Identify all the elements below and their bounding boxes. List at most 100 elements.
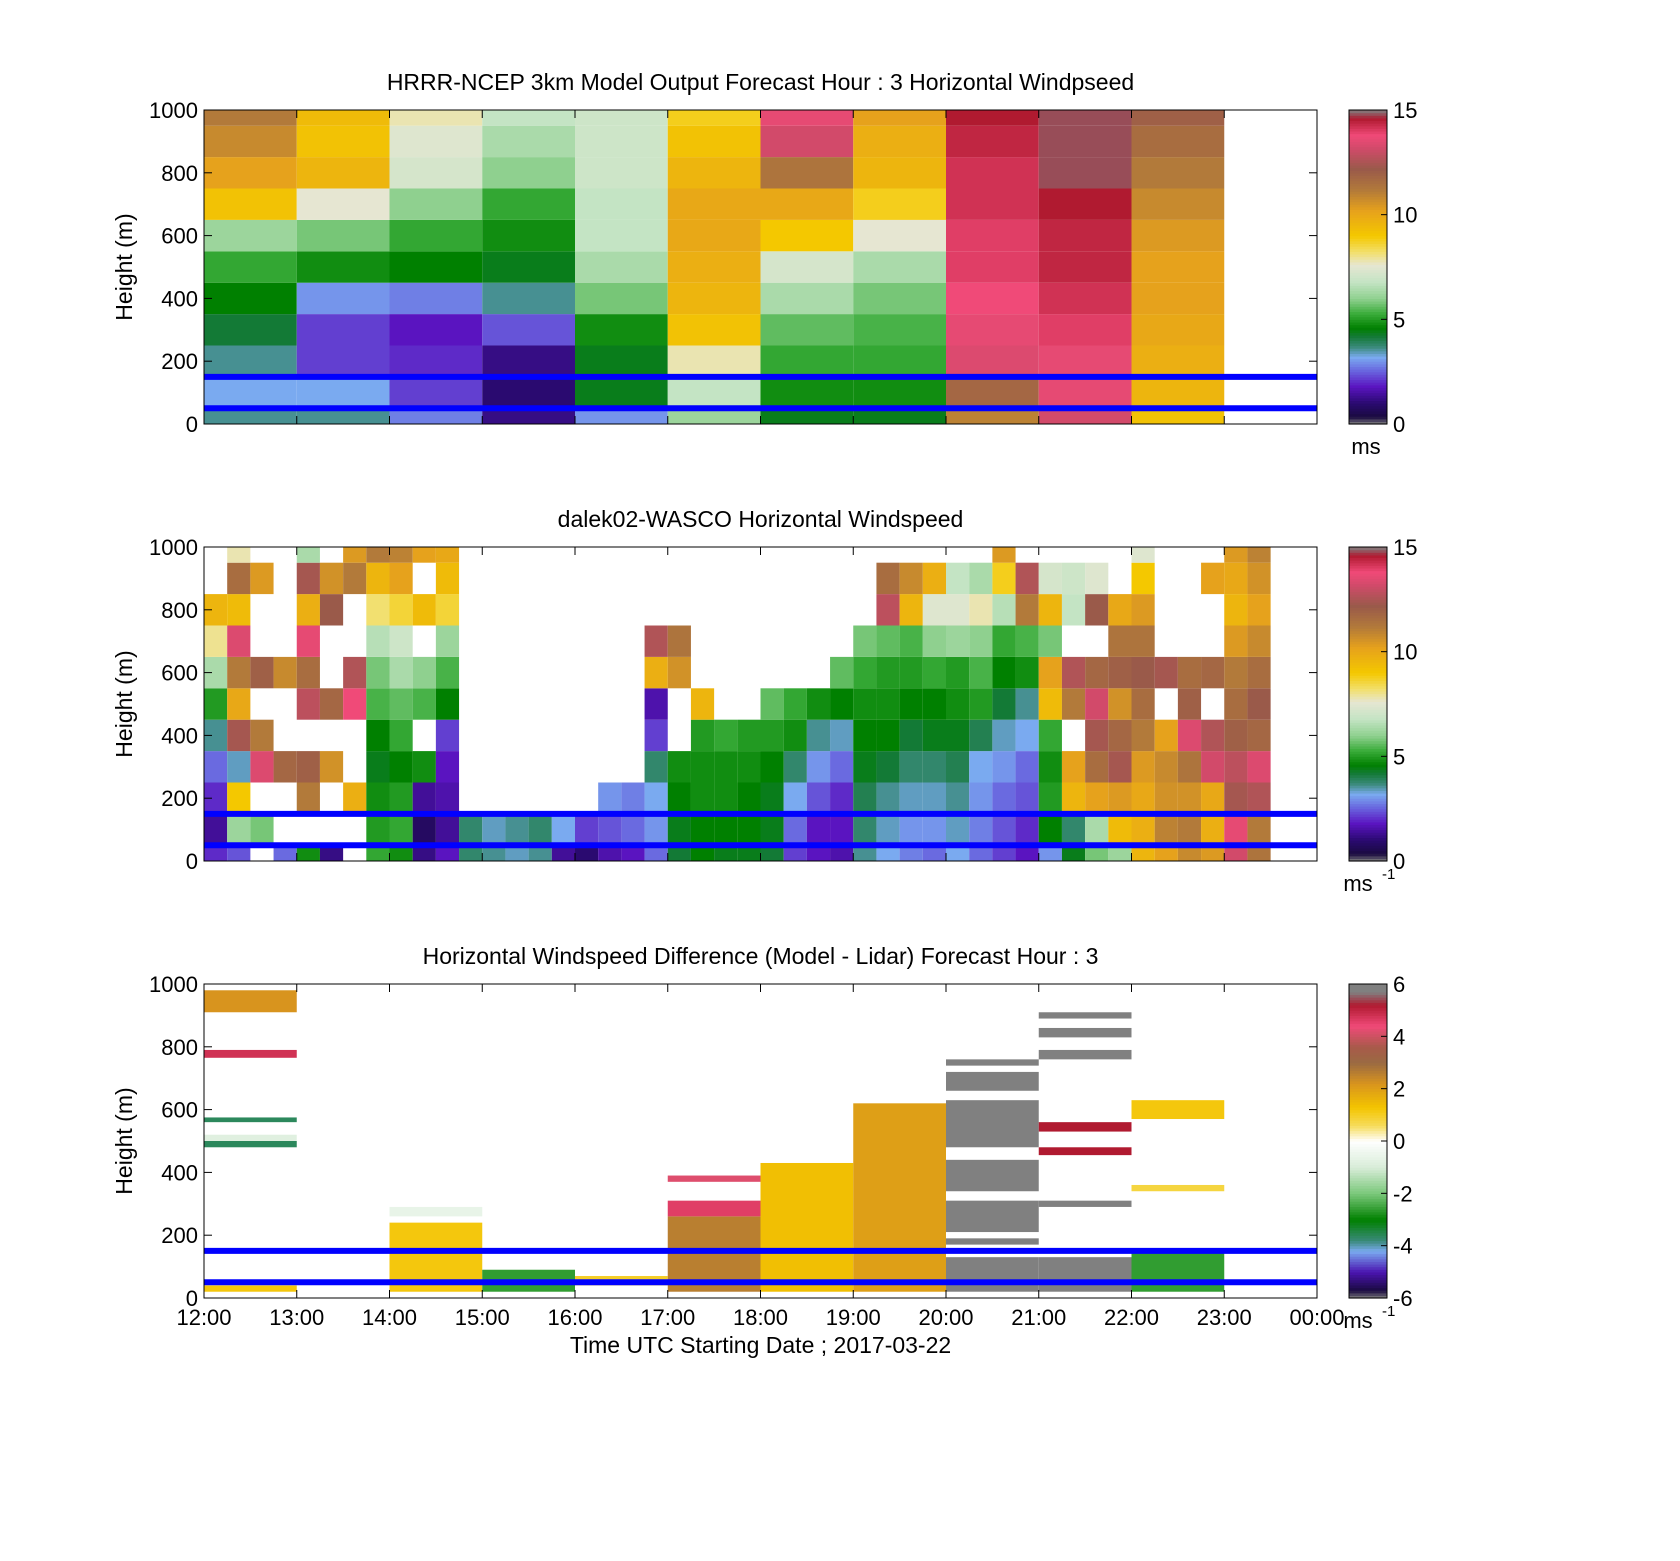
colorbar-segment [1349,680,1387,684]
heatmap-cell [946,345,1039,377]
heatmap-cell [296,188,390,220]
heatmap-cell [1224,688,1248,720]
heatmap-cell [737,719,761,752]
heatmap-cell [296,547,320,563]
heatmap-cell [296,688,320,720]
heatmap-cell [830,719,854,752]
colorbar-segment [1349,1219,1387,1223]
colorbar-segment [1349,410,1387,415]
heatmap-cell [575,188,668,220]
heatmap-cell [250,656,274,689]
heatmap-cell [1131,125,1225,158]
heatmap-cell [1085,813,1109,846]
heatmap-cell [389,562,413,595]
colorbar-segment [1349,740,1387,744]
heatmap-cell [1038,125,1132,158]
heatmap-cell [853,656,877,689]
colorbar-segment [1349,1161,1387,1166]
colorbar-segment [1349,779,1387,784]
colorbar-segment [1349,277,1387,281]
heatmap-cell [204,1049,297,1058]
colorbar-segment [1349,1169,1387,1173]
heatmap-cell [204,594,228,626]
heatmap-cell [296,751,320,783]
colorbar-tick-label: 15 [1393,98,1417,123]
heatmap-cell [853,751,877,783]
heatmap-cell [204,688,228,720]
heatmap-cell [204,1117,297,1123]
heatmap-cell [946,1238,1039,1245]
colorbar-segment [1349,847,1387,852]
heatmap-cell [389,1206,483,1217]
heatmap-cell [876,688,900,720]
heatmap-cell [806,719,831,752]
heatmap-cell [1131,845,1155,861]
heatmap-cell [1085,719,1109,752]
heatmap-cell [389,157,483,189]
heatmap-cell [1038,188,1132,220]
colorbar-segment [1349,1044,1387,1048]
colorbar-segment [1349,1284,1387,1289]
heatmap-cell [1038,782,1062,814]
colorbar-segment [1349,159,1387,163]
colorbar-segment [1349,1269,1387,1273]
heatmap-cell [435,845,460,861]
colorbar-segment [1349,358,1387,362]
heatmap-cell [1061,751,1086,783]
colorbar-segment [1349,1054,1387,1058]
heatmap-cell [969,562,993,595]
heatmap-cell [343,547,367,563]
heatmap-cell [760,688,784,720]
colorbar-segment [1349,240,1387,245]
x-tick-label: 00:00 [1289,1305,1344,1330]
heatmap-cell [575,219,668,252]
colorbar-segment [1349,570,1387,574]
heatmap-cell [969,782,993,814]
heatmap-cell [435,562,460,595]
heatmap-cell [204,110,297,126]
colorbar-segment [1349,845,1387,849]
colorbar-segment [1349,1177,1387,1181]
heatmap-cell [760,845,784,861]
colorbar-segment [1349,774,1387,778]
heatmap-cell [969,688,993,720]
colorbar-segment [1349,594,1387,598]
heatmap-cell [667,282,761,315]
colorbar-segment [1349,984,1387,988]
heatmap-cell [1131,188,1225,220]
colorbar-segment [1349,761,1387,765]
heatmap-cell [366,594,390,626]
heatmap-cell [853,782,877,814]
colorbar-segment [1349,1214,1387,1218]
heatmap-cell [806,751,831,783]
heatmap-cell [760,345,854,377]
heatmap-cell [389,251,483,283]
colorbar-segment [1349,842,1387,846]
colorbar-segment [1349,264,1387,268]
colorbar-segment [1349,392,1387,396]
colorbar-segment [1349,298,1387,302]
colorbar-segment [1349,1172,1387,1176]
y-tick-label: 200 [161,1223,198,1248]
heatmap-cell [366,688,390,720]
heatmap-cell [204,219,297,252]
heatmap-cell [1038,282,1132,315]
heatmap-cell [853,625,877,657]
heatmap-cell [505,813,529,846]
colorbar-unit-exponent: -1 [1382,1303,1395,1320]
colorbar-segment [1349,667,1387,671]
heatmap-cell [690,719,715,752]
colorbar-segment [1349,206,1387,211]
colorbar-segment [1349,355,1387,360]
colorbar-segment [1349,157,1387,161]
heatmap-cell [946,314,1039,346]
heatmap-cell [806,782,831,814]
colorbar-segment [1349,1277,1387,1281]
colorbar-segment [1349,758,1387,763]
heatmap-cell [575,845,599,861]
heatmap-cell [1131,782,1155,814]
heatmap-cell [667,314,761,346]
colorbar-segment [1349,1033,1387,1037]
heatmap-cell [296,345,390,377]
colorbar-segment [1349,212,1387,216]
